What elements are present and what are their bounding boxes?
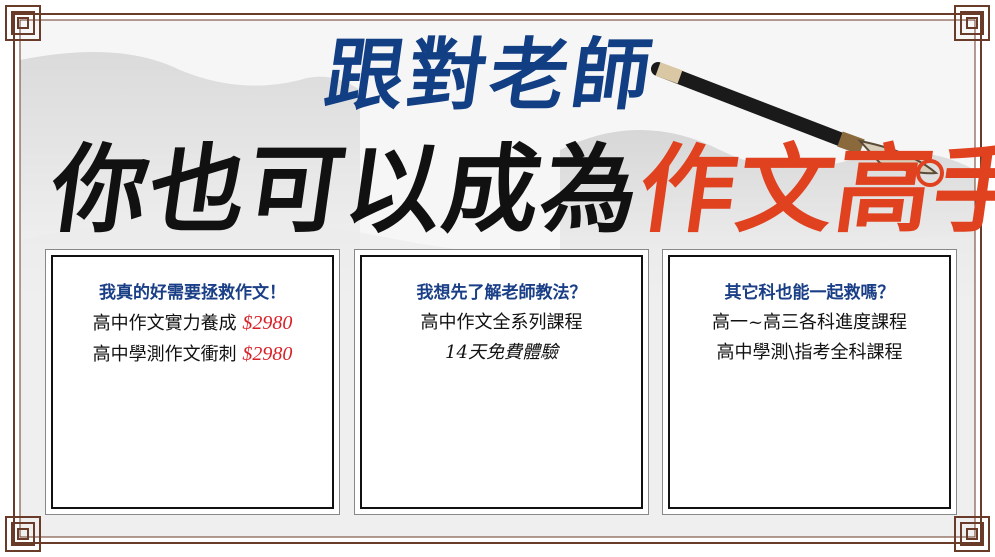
course-name: 高中作文全系列課程: [420, 312, 583, 333]
card-question: 其它科也能一起救嗎？: [724, 283, 895, 303]
title-line-2-red: 作文高手: [632, 134, 995, 246]
course-name: 高中學測作文衝刺: [92, 344, 237, 365]
calligraphy-brush-icon: [651, 62, 944, 187]
card-question: 我想先了解老師教法？: [416, 283, 587, 303]
course-row: 高中作文實力養成 $2980: [50, 308, 335, 339]
course-name: 高中學測\指考全科課程: [716, 342, 903, 363]
title-line-2-black: 你也可以成為: [44, 134, 648, 246]
card-teaching-method: 我想先了解老師教法？ 高中作文全系列課程 14天免費體驗: [355, 250, 648, 514]
title-line-1: 跟對老師: [319, 31, 661, 121]
course-price: $2980: [242, 312, 293, 334]
course-name: 高中作文實力養成: [92, 313, 237, 334]
free-trial-text: 14天免費體驗: [445, 342, 558, 363]
course-name: 高一~高三各科進度課程: [711, 312, 908, 333]
card-other-subjects: 其它科也能一起救嗎？ 高一~高三各科進度課程 高中學測\指考全科課程: [663, 250, 956, 514]
card-question: 我真的好需要拯救作文！: [99, 283, 286, 303]
course-price: $2980: [242, 343, 293, 365]
course-row: 高中學測作文衝刺 $2980: [50, 339, 335, 370]
title-line-2: 你也可以成為作文高手: [44, 130, 995, 250]
card-rescue-writing: 我真的好需要拯救作文！ 高中作文實力養成 $2980 高中學測作文衝刺 $298…: [46, 250, 339, 514]
